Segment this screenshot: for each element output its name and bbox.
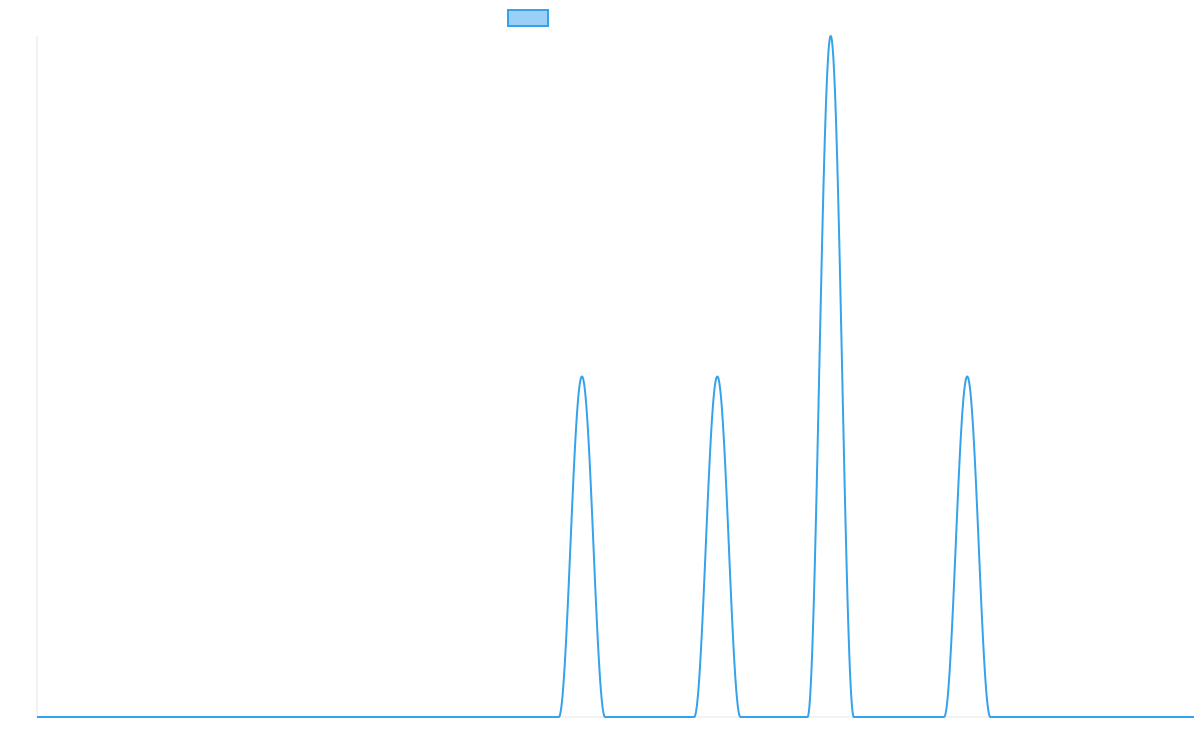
peak-point[interactable] — [962, 372, 972, 382]
peak-point[interactable] — [826, 31, 836, 41]
legend-swatch[interactable] — [507, 9, 549, 27]
peak-point[interactable] — [577, 372, 587, 382]
series-line[interactable] — [36, 35, 1195, 718]
peak-point[interactable] — [712, 372, 722, 382]
